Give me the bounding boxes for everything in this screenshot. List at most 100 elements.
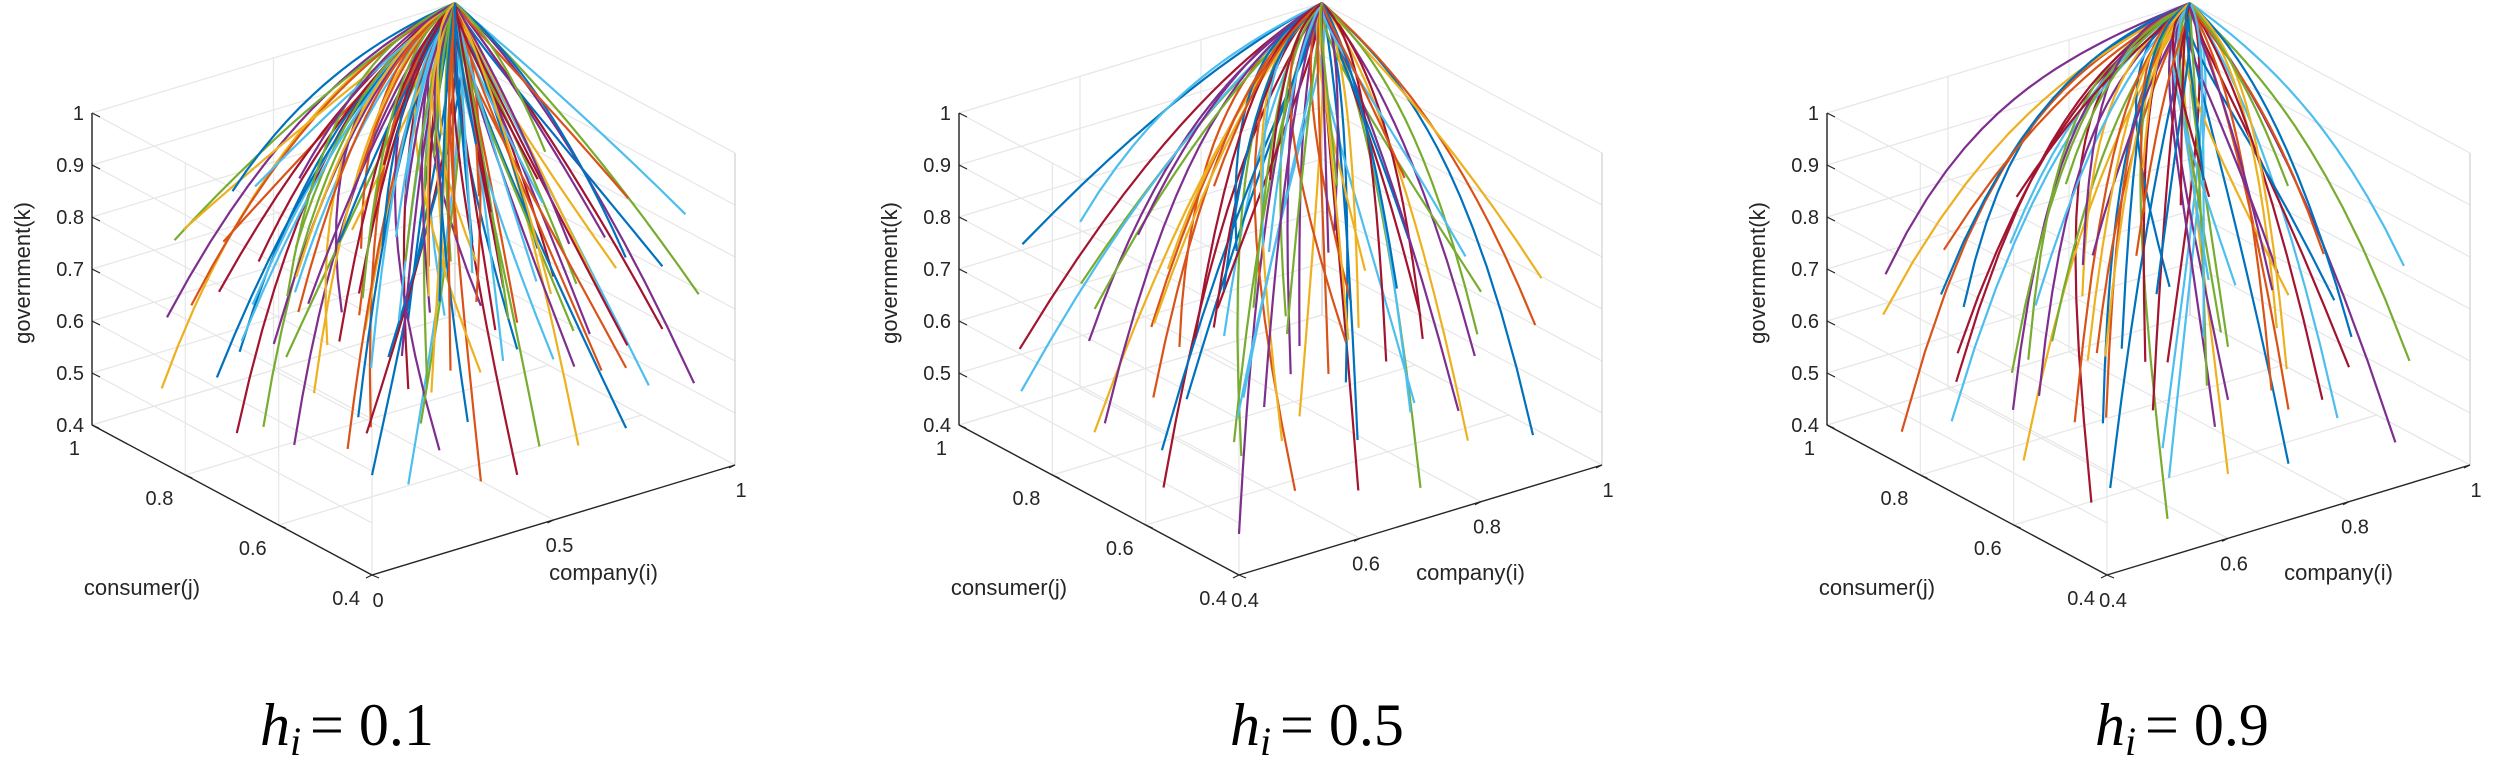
z-tick-mark [958, 372, 968, 378]
z-axis-label: government(k) [877, 202, 902, 344]
grid-line [273, 369, 554, 521]
grid-line [1920, 364, 2284, 476]
grid-line [1826, 320, 2108, 472]
trajectory-line [2189, 2, 2397, 443]
grid-line [958, 268, 1240, 420]
grid-line [2013, 414, 2377, 526]
y-tick-label: 0.8 [1881, 488, 1909, 510]
z-tick-label: 0.5 [56, 363, 84, 385]
grid-line [2068, 351, 2350, 503]
x-tick-label: 0.6 [2220, 553, 2248, 575]
z-tick-mark [91, 216, 101, 222]
x-tick-label: 0.4 [1231, 590, 1259, 612]
grid-line [958, 2, 1323, 114]
z-tick-mark [91, 164, 101, 170]
z-tick-label: 1 [1808, 103, 1819, 125]
z-tick-label: 0.9 [923, 155, 951, 177]
z-tick-label: 0.4 [1791, 415, 1819, 437]
grid-line [958, 164, 1240, 316]
grid-line [958, 372, 1240, 524]
caption-subscript: i [290, 719, 301, 764]
trajectory-line [454, 2, 547, 153]
z-tick-mark [91, 112, 101, 118]
axes: 0.40.60.810.40.60.810.40.50.60.70.80.91c… [1745, 103, 2482, 612]
trajectory-line [2142, 2, 2191, 169]
x-tick-label: 1 [1602, 480, 1613, 502]
trajectories [160, 1, 700, 485]
z-tick-mark [1826, 372, 1836, 378]
grid-line [2189, 2, 2471, 154]
x-tick-mark [2221, 537, 2229, 542]
trajectory-line [1321, 2, 1479, 335]
x-tick-mark [2463, 464, 2471, 469]
grid-line [2189, 262, 2471, 414]
grid-line [1145, 414, 1509, 526]
z-tick-label: 0.4 [56, 415, 84, 437]
y-axis-label: consumer(j) [1819, 575, 1935, 600]
grid-line [2189, 158, 2471, 310]
grid-line [454, 262, 736, 414]
y-tick-label: 0.8 [146, 488, 174, 510]
z-tick-label: 0.9 [56, 155, 84, 177]
z-tick-label: 0.8 [56, 207, 84, 229]
z-tick-mark [958, 164, 968, 170]
z-tick-label: 1 [940, 103, 951, 125]
z-tick-label: 0.6 [56, 311, 84, 333]
trajectory-line [286, 2, 456, 297]
y-tick-mark [185, 474, 193, 479]
y-tick-mark [371, 574, 380, 579]
grid-line [1826, 112, 2108, 264]
grid-line [1826, 54, 2191, 166]
trajectory-line [2189, 2, 2405, 267]
trajectory-line [2189, 2, 2205, 337]
x-tick-label: 0.4 [2099, 590, 2127, 612]
x-tick-label: 1 [2470, 480, 2481, 502]
z-tick-label: 0.5 [1791, 363, 1819, 385]
grid-line [1826, 158, 2191, 270]
grid-line [278, 414, 642, 526]
x-tick-mark [1232, 574, 1240, 579]
trajectory-line [453, 2, 492, 213]
x-tick-mark [1595, 464, 1603, 469]
trajectory-line [454, 2, 571, 245]
grid-line [91, 372, 373, 524]
z-tick-label: 0.4 [923, 415, 951, 437]
z-axis-label: government(k) [10, 202, 35, 344]
chart-panel-2: 0.40.60.810.40.60.810.40.50.60.70.80.91c… [877, 2, 1614, 764]
grid-line [91, 216, 373, 368]
grid-line [91, 268, 373, 420]
y-tick-label: 0.6 [239, 538, 267, 560]
grid-line [958, 314, 1323, 426]
z-tick-label: 0.9 [1791, 155, 1819, 177]
z-tick-label: 0.8 [923, 207, 951, 229]
grid-line [1321, 158, 1603, 310]
trajectory-line [2184, 2, 2205, 181]
grid [958, 2, 1603, 576]
x-axis-line [1238, 464, 1603, 576]
trajectory-line [454, 2, 627, 258]
trajectory-line [338, 2, 456, 342]
y-tick-mark [2106, 574, 2115, 579]
grid-line [1321, 2, 1603, 154]
z-tick-mark [91, 372, 101, 378]
y-axis-line [1826, 424, 2108, 576]
trajectory-line [2081, 1, 2191, 265]
y-tick-label: 1 [936, 438, 947, 460]
grid-line [454, 158, 736, 310]
x-tick-mark [1474, 501, 1482, 506]
z-tick-label: 0.6 [923, 311, 951, 333]
z-tick-mark [1826, 112, 1836, 118]
caption-equation: = 0.1 [310, 692, 434, 758]
y-tick-mark [1145, 524, 1153, 529]
z-tick-mark [1826, 424, 1836, 430]
grid-line [91, 320, 373, 472]
grid-line [1079, 387, 1361, 539]
x-tick-label: 1 [735, 480, 746, 502]
trajectory-line [436, 2, 456, 136]
trajectory-line [454, 2, 696, 384]
panel-caption: h i = 0.1 [260, 692, 434, 764]
caption-equation: = 0.9 [2145, 692, 2269, 758]
x-tick-label: 0.8 [1473, 517, 1501, 539]
grid-line [454, 54, 736, 206]
x-tick-mark [2342, 501, 2350, 506]
